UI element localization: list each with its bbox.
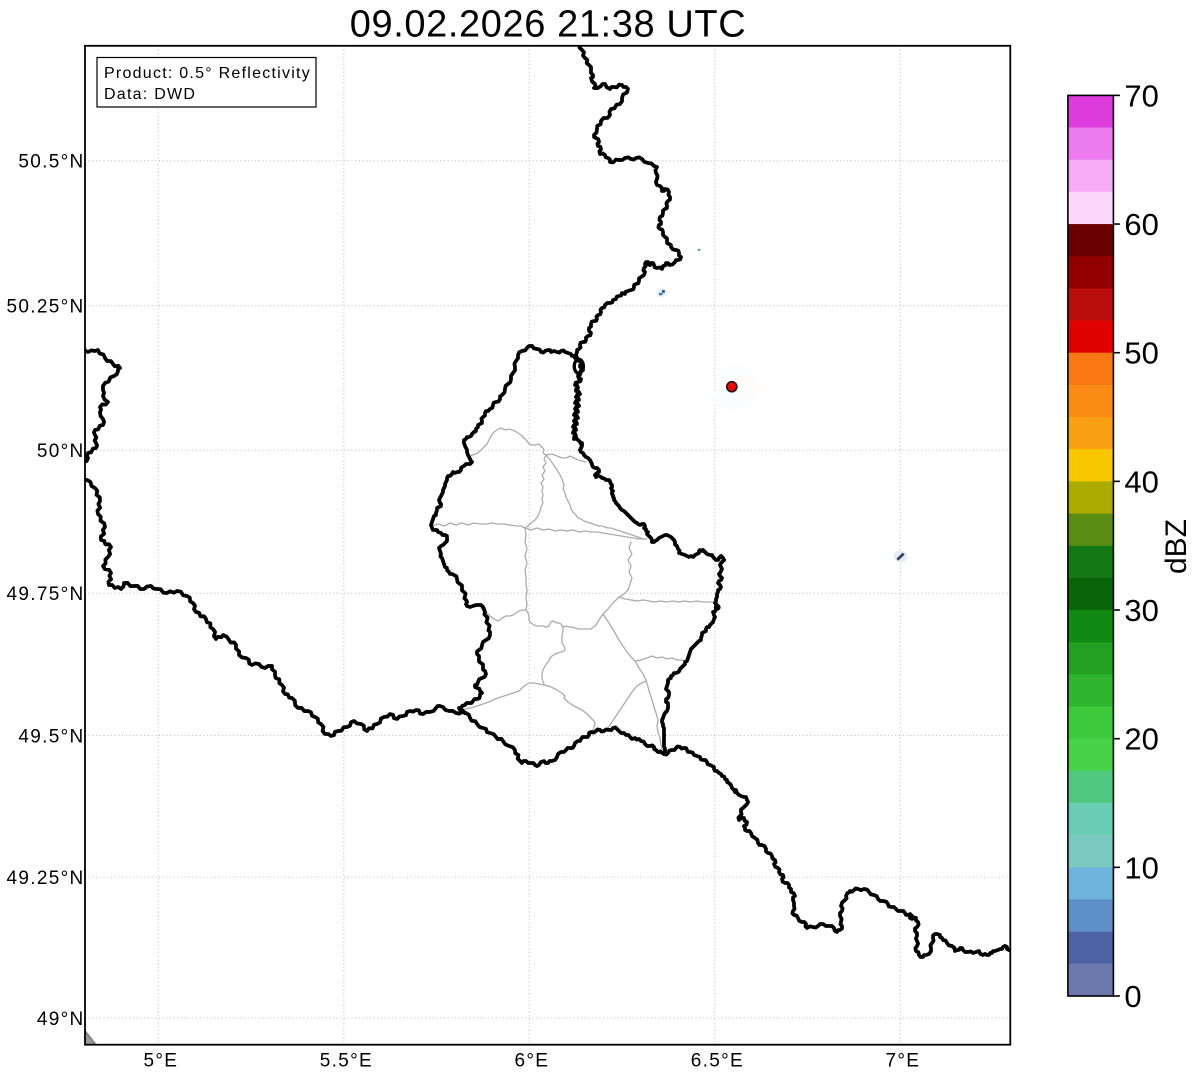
svg-text:5°E: 5°E <box>144 1051 179 1072</box>
svg-text:7°E: 7°E <box>886 1051 921 1072</box>
svg-text:50: 50 <box>1124 336 1158 371</box>
svg-text:49°N: 49°N <box>37 1009 85 1030</box>
svg-text:40: 40 <box>1124 464 1158 499</box>
svg-text:5.5°E: 5.5°E <box>320 1051 373 1072</box>
svg-text:50.25°N: 50.25°N <box>7 297 85 318</box>
svg-text:49.5°N: 49.5°N <box>18 726 84 747</box>
svg-text:20: 20 <box>1124 722 1158 757</box>
svg-text:49.75°N: 49.75°N <box>7 584 85 605</box>
svg-text:30: 30 <box>1124 593 1158 628</box>
svg-text:10: 10 <box>1124 850 1158 885</box>
svg-text:50°N: 50°N <box>37 441 85 462</box>
svg-text:dBZ: dBZ <box>1160 519 1193 574</box>
svg-text:Product: 0.5° Reflectivity: Product: 0.5° Reflectivity <box>104 65 311 82</box>
svg-text:49.25°N: 49.25°N <box>7 868 85 889</box>
svg-text:Data: DWD: Data: DWD <box>104 86 196 103</box>
svg-text:6°E: 6°E <box>515 1051 550 1072</box>
svg-text:09.02.2026 21:38 UTC: 09.02.2026 21:38 UTC <box>350 4 747 46</box>
svg-text:50.5°N: 50.5°N <box>18 152 84 173</box>
svg-text:6.5°E: 6.5°E <box>691 1051 744 1072</box>
svg-text:60: 60 <box>1124 207 1158 242</box>
svg-text:0: 0 <box>1124 979 1141 1014</box>
svg-text:70: 70 <box>1124 78 1158 113</box>
